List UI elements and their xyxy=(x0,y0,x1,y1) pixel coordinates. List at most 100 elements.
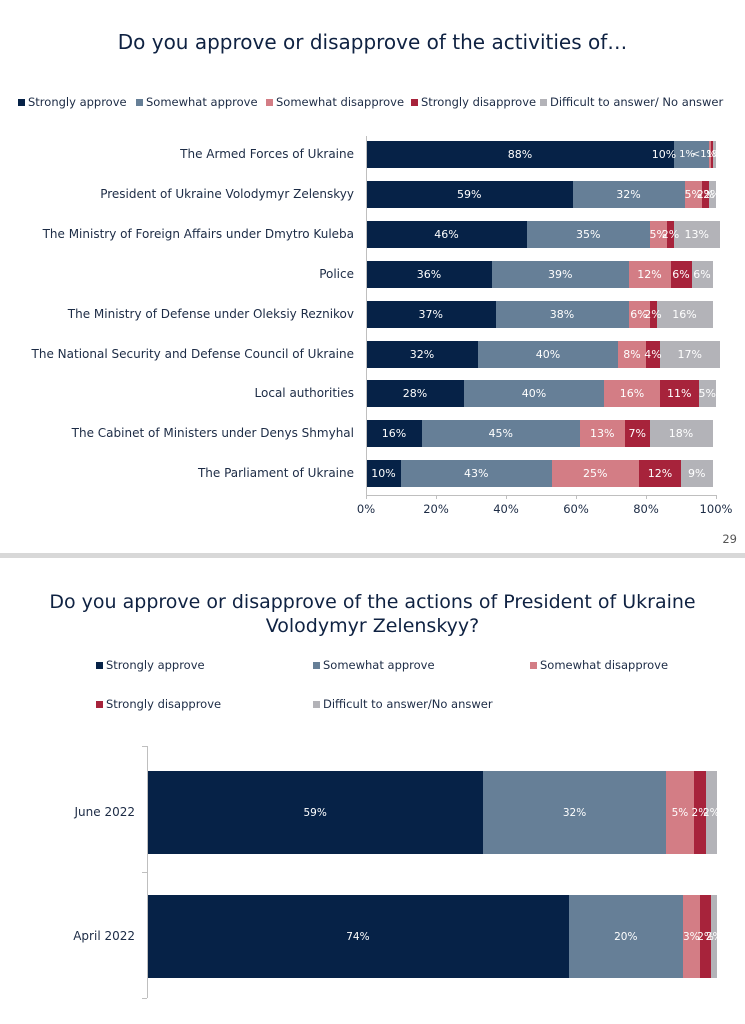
bar-segment-somewhat-approve xyxy=(568,895,683,978)
data-label: 39% xyxy=(548,267,573,281)
data-label: 8% xyxy=(623,347,641,361)
legend-swatch xyxy=(18,98,25,106)
data-label: 2% xyxy=(661,227,680,241)
data-label: 12% xyxy=(637,267,662,281)
data-label: 2% xyxy=(703,187,721,201)
legend-item-somewhat-disapprove: Somewhat disapprove xyxy=(530,658,668,672)
category-label: The Parliament of Ukraine xyxy=(197,466,354,481)
bar-segment-somewhat-approve xyxy=(478,340,618,368)
category-label: The Armed Forces of Ukraine xyxy=(180,147,354,161)
x-tick-label: 80% xyxy=(633,502,659,516)
bar-segment-difficult-to-answer-no-answer xyxy=(649,420,713,448)
data-label: 5% xyxy=(684,187,702,201)
category-label: June 2022 xyxy=(74,805,136,819)
data-label: <1% xyxy=(691,149,717,160)
data-label: 11% xyxy=(667,387,692,401)
legend-label: Strongly approve xyxy=(106,658,205,672)
data-label: 45% xyxy=(488,427,513,441)
slide-president: Do you approve or disapprove of the acti… xyxy=(0,558,745,1024)
x-tick-mark xyxy=(506,495,507,499)
legend-swatch xyxy=(411,98,418,106)
legend-label: Strongly disapprove xyxy=(421,95,537,109)
bar-segment-somewhat-disapprove xyxy=(649,220,667,248)
category-label: The Cabinet of Ministers under Denys Shm… xyxy=(71,426,354,441)
bar-segment-strongly-approve xyxy=(366,340,478,368)
bar-segment-somewhat-disapprove xyxy=(579,420,625,448)
data-label: 7% xyxy=(628,427,646,441)
y-tick-mark xyxy=(142,872,147,873)
legend-swatch xyxy=(96,700,103,708)
data-label: 16% xyxy=(619,387,645,401)
bar-segment-somewhat-approve xyxy=(401,460,552,488)
legend-swatch xyxy=(266,98,273,106)
bar-segment-somewhat-disapprove xyxy=(665,771,695,854)
bar-segment-somewhat-disapprove xyxy=(682,895,700,978)
legend-label: Somewhat approve xyxy=(323,658,435,672)
bar-segment-somewhat-approve xyxy=(572,180,685,208)
data-label: 2% xyxy=(702,806,720,819)
page-number: 29 xyxy=(722,532,737,546)
legend-label: Difficult to answer/ No answer xyxy=(550,95,724,109)
bar-segment-somewhat-disapprove xyxy=(551,460,639,488)
bar-segment-somewhat-approve xyxy=(422,420,580,448)
data-label: 10% xyxy=(651,148,677,161)
x-tick-mark xyxy=(366,495,367,499)
data-label: 40% xyxy=(521,387,547,401)
bar-segment-strongly-approve xyxy=(147,895,569,978)
y-axis xyxy=(147,746,148,998)
slide-activities: Do you approve or disapprove of the acti… xyxy=(18,30,737,546)
data-label: 2% xyxy=(691,806,709,819)
bar-segment-difficult-to-answer-no-answer xyxy=(712,141,716,168)
bar-segment-strongly-disapprove xyxy=(702,180,709,208)
data-label: 32% xyxy=(409,347,435,361)
data-label: 16% xyxy=(672,307,697,321)
category-label: Local authorities xyxy=(254,386,354,401)
bar-segment-strongly-disapprove xyxy=(646,340,660,368)
bar-segment-difficult-to-answer-no-answer xyxy=(698,380,716,408)
legend-item-strongly-disapprove: Strongly disapprove xyxy=(411,95,536,109)
bar-segment-somewhat-approve xyxy=(495,300,629,328)
category-label: Police xyxy=(319,266,354,281)
data-label: 5% xyxy=(671,806,689,819)
legend-label: Strongly approve xyxy=(28,95,127,109)
category-label: The National Security and Defense Counci… xyxy=(31,346,354,361)
bar-segment-somewhat-disapprove xyxy=(684,180,702,208)
bar-segment-strongly-approve xyxy=(366,180,573,208)
category-label: President of Ukraine Volodymyr Zelenskyy xyxy=(100,186,354,201)
x-tick-mark xyxy=(716,495,717,499)
data-label: 40% xyxy=(535,347,561,361)
y-tick-mark xyxy=(142,998,147,999)
data-label: 10% xyxy=(371,467,396,481)
bar-segment-strongly-disapprove xyxy=(710,141,713,168)
x-tick-label: 100% xyxy=(699,502,733,516)
legend-item-somewhat-approve: Somewhat approve xyxy=(136,95,258,109)
bar-segment-somewhat-approve xyxy=(464,380,604,408)
data-label: 2% xyxy=(705,930,723,943)
bar-segment-somewhat-approve xyxy=(483,771,666,854)
data-label: 6% xyxy=(693,267,711,281)
bar-segment-somewhat-disapprove xyxy=(709,141,711,168)
data-label: 88% xyxy=(507,148,533,161)
bar-segment-difficult-to-answer-no-answer xyxy=(711,895,717,978)
data-label: 13% xyxy=(590,427,615,441)
chart-legend: Strongly approve Somewhat approve Somewhat… xyxy=(0,558,745,711)
data-label: 46% xyxy=(434,227,459,241)
bar-segment-somewhat-disapprove xyxy=(618,340,646,368)
bar-segment-difficult-to-answer-no-answer xyxy=(709,180,716,208)
bar-segment-strongly-approve xyxy=(366,141,674,168)
data-label: 12% xyxy=(647,467,673,481)
bar-segment-somewhat-disapprove xyxy=(604,380,660,408)
data-label: 37% xyxy=(418,307,443,321)
legend-item-difficult-to-answer-no-answer: Difficult to answer/ No answer xyxy=(540,95,723,109)
x-tick-label: 40% xyxy=(493,502,519,516)
data-label: 1% xyxy=(706,149,722,160)
data-label: 9% xyxy=(688,467,706,481)
bar-segment-somewhat-approve xyxy=(527,220,650,248)
x-tick-mark xyxy=(576,495,577,499)
bar-segment-strongly-approve xyxy=(366,300,496,328)
legend-label: Strongly disapprove xyxy=(106,697,222,711)
legend-item-somewhat-disapprove: Somewhat disapprove xyxy=(266,95,404,109)
data-label: 18% xyxy=(668,427,694,441)
x-tick-mark xyxy=(436,495,437,499)
data-label: 5% xyxy=(649,227,667,241)
